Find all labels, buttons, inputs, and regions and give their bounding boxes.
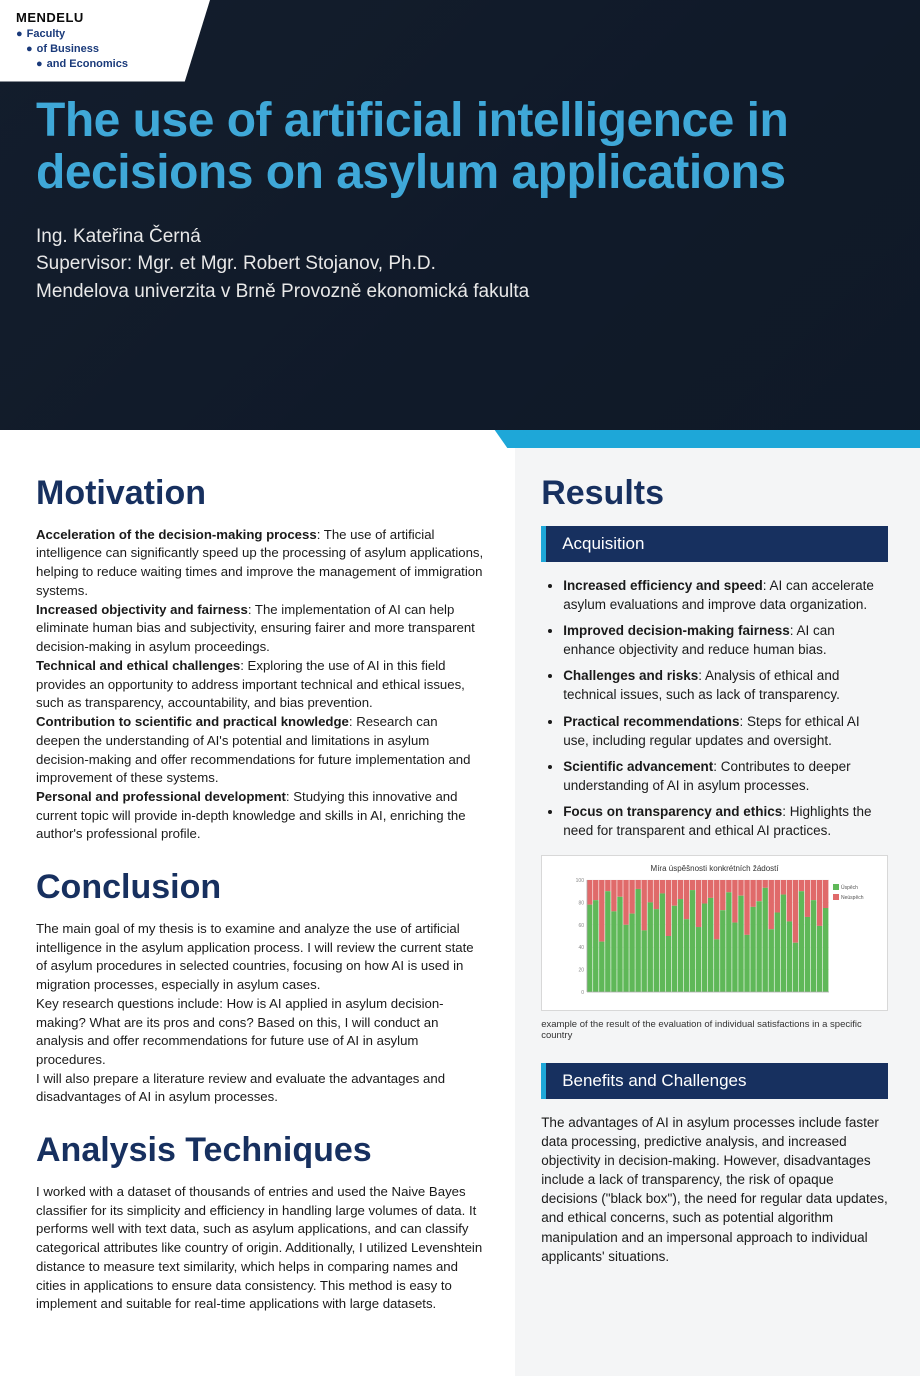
motivation-item: Technical and ethical challenges: Explor…	[36, 657, 485, 713]
conclusion-body: The main goal of my thesis is to examine…	[36, 920, 485, 1107]
stacked-bar-chart: 0 20 40 60 80 100 Úspěch Neúspěch	[565, 876, 865, 1006]
results-bullet: Focus on transparency and ethics: Highli…	[563, 802, 888, 840]
results-bullet: Increased efficiency and speed: AI can a…	[563, 576, 888, 614]
results-bullet: Improved decision-making fairness: AI ca…	[563, 621, 888, 659]
conclusion-paragraph: Key research questions include: How is A…	[36, 995, 485, 1070]
poster-header: MENDELU ●Faculty ●of Business ●and Econo…	[0, 0, 920, 430]
motivation-item: Acceleration of the decision-making proc…	[36, 526, 485, 601]
logo-corner: MENDELU ●Faculty ●of Business ●and Econo…	[0, 0, 210, 82]
svg-text:60: 60	[578, 922, 584, 928]
chart-caption: example of the result of the evaluation …	[541, 1019, 888, 1041]
authors-block: Ing. Kateřina Černá Supervisor: Mgr. et …	[36, 223, 884, 306]
chart-box: Míra úspěšnosti konkrétních žádostí 0 20 4…	[541, 855, 888, 1011]
benefits-body: The advantages of AI in asylum processes…	[541, 1113, 888, 1266]
motivation-item: Increased objectivity and fairness: The …	[36, 601, 485, 657]
divider-bar	[0, 430, 920, 448]
svg-text:0: 0	[581, 990, 584, 996]
motivation-body: Acceleration of the decision-making proc…	[36, 526, 485, 844]
motivation-heading: Motivation	[36, 476, 485, 512]
conclusion-heading: Conclusion	[36, 870, 485, 906]
university-name: MENDELU	[16, 10, 170, 25]
conclusion-paragraph: The main goal of my thesis is to examine…	[36, 920, 485, 995]
poster-title: The use of artificial intelligence in de…	[36, 95, 884, 199]
supervisor: Supervisor: Mgr. et Mgr. Robert Stojanov…	[36, 250, 884, 278]
results-heading: Results	[541, 476, 888, 512]
svg-text:Úspěch: Úspěch	[841, 884, 858, 891]
svg-text:100: 100	[575, 878, 584, 884]
chart-title: Míra úspěšnosti konkrétních žádostí	[548, 864, 881, 873]
svg-text:Neúspěch: Neúspěch	[841, 895, 864, 901]
motivation-item: Contribution to scientific and practical…	[36, 713, 485, 788]
svg-text:80: 80	[578, 900, 584, 906]
results-bullet: Challenges and risks: Analysis of ethica…	[563, 666, 888, 704]
main-content: Motivation Acceleration of the decision-…	[0, 448, 920, 1376]
analysis-body: I worked with a dataset of thousands of …	[36, 1183, 485, 1314]
faculty-name: ●Faculty ●of Business ●and Economics	[16, 27, 170, 72]
analysis-heading: Analysis Techniques	[36, 1133, 485, 1169]
acquisition-banner: Acquisition	[541, 526, 888, 562]
results-bullets: Increased efficiency and speed: AI can a…	[541, 576, 888, 841]
results-bullet: Scientific advancement: Contributes to d…	[563, 757, 888, 795]
motivation-item: Personal and professional development: S…	[36, 788, 485, 844]
left-column: Motivation Acceleration of the decision-…	[0, 448, 515, 1376]
svg-text:20: 20	[578, 967, 584, 973]
svg-text:40: 40	[578, 945, 584, 951]
author: Ing. Kateřina Černá	[36, 223, 884, 251]
affiliation: Mendelova univerzita v Brně Provozně eko…	[36, 278, 884, 306]
conclusion-paragraph: I will also prepare a literature review …	[36, 1070, 485, 1107]
benefits-banner: Benefits and Challenges	[541, 1063, 888, 1099]
conclusion-section: Conclusion The main goal of my thesis is…	[36, 870, 485, 1107]
motivation-section: Motivation Acceleration of the decision-…	[36, 476, 485, 844]
analysis-section: Analysis Techniques I worked with a data…	[36, 1133, 485, 1314]
results-bullet: Practical recommendations: Steps for eth…	[563, 712, 888, 750]
right-column: Results Acquisition Increased efficiency…	[515, 448, 920, 1376]
